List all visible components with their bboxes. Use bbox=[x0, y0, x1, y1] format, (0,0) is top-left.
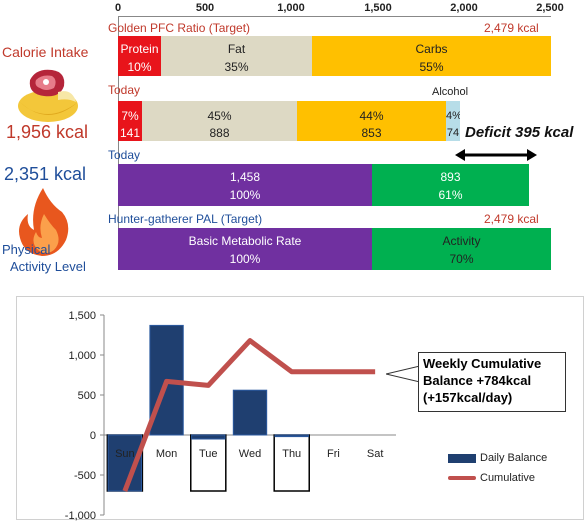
bar-label: Basic Metabolic Rate bbox=[188, 234, 302, 248]
legend-label: Cumulative bbox=[480, 472, 536, 484]
x-tick-label: 2,000 bbox=[450, 2, 478, 14]
bar-label: Protein bbox=[120, 42, 159, 56]
deficit-arrow bbox=[455, 149, 537, 161]
y-tick-label: 1,000 bbox=[68, 350, 96, 362]
y-tick-label: 500 bbox=[78, 390, 96, 402]
bar-label: Carbs bbox=[415, 42, 448, 56]
alcohol-annotation: Alcohol bbox=[432, 86, 469, 98]
bar-label: 45% bbox=[207, 109, 232, 123]
x-tick-label: Tue bbox=[199, 448, 218, 460]
bar-today-activity: 893 61% bbox=[372, 164, 529, 206]
legend-item-daily: Daily Balance bbox=[448, 448, 547, 468]
row-label-today-expenditure: Today bbox=[108, 148, 141, 162]
bar-label: 61% bbox=[438, 188, 463, 202]
bar-today-bmr: 1,458 100% bbox=[118, 164, 372, 206]
daily-balance-bar bbox=[274, 434, 309, 438]
legend-label: Daily Balance bbox=[480, 452, 548, 464]
y-tick-label: -1,000 bbox=[65, 510, 96, 522]
row-label-hunter-gatherer: Hunter-gatherer PAL (Target) bbox=[108, 212, 263, 226]
top-axis: 0 500 1,000 1,500 2,000 2,500 bbox=[0, 2, 587, 16]
y-tick-label: 1,500 bbox=[68, 310, 96, 322]
bar-golden-fat: Fat 35% bbox=[161, 36, 312, 76]
legend-swatch-line bbox=[448, 476, 476, 480]
daily-balance-bar bbox=[191, 434, 226, 440]
row-label-golden-pfc: Golden PFC Ratio (Target) bbox=[108, 21, 251, 35]
flame-icon bbox=[19, 188, 69, 256]
bar-today-carbs: 44% 853 bbox=[297, 101, 446, 141]
bar-target-bmr: Basic Metabolic Rate 100% bbox=[118, 228, 372, 270]
bar-label: 100% bbox=[229, 252, 261, 266]
bar-label: 888 bbox=[209, 126, 230, 140]
callout-line: (+157kcal/day) bbox=[423, 390, 513, 405]
bar-today-protein: 7% 141 bbox=[118, 101, 142, 141]
bar-today-fat: 45% 888 bbox=[142, 101, 297, 141]
top-axis-baseline bbox=[118, 16, 119, 270]
bar-label: 35% bbox=[224, 60, 249, 74]
callout-line: Weekly Cumulative bbox=[423, 356, 542, 371]
bar-golden-carbs: Carbs 55% bbox=[312, 36, 551, 76]
calorie-intake-label: Calorie Intake bbox=[2, 44, 89, 60]
highlight-box-tue bbox=[190, 434, 227, 492]
bar-golden-protein: Protein 10% bbox=[118, 36, 161, 76]
x-tick-label: Fri bbox=[327, 448, 340, 460]
x-tick-label: Wed bbox=[239, 448, 261, 460]
expenditure-value: 2,351 kcal bbox=[4, 164, 87, 184]
pal-label-line2: Activity Level bbox=[10, 259, 86, 274]
x-tick-label: 1,500 bbox=[364, 2, 392, 14]
bar-label: Fat bbox=[227, 42, 246, 56]
bar-label: 70% bbox=[449, 252, 474, 266]
bar-label: 141 bbox=[119, 126, 141, 140]
x-tick-label: Thu bbox=[282, 448, 301, 460]
legend: Daily Balance Cumulative bbox=[448, 448, 547, 488]
bar-label: 853 bbox=[361, 126, 382, 140]
row-label-today-intake: Today bbox=[108, 83, 141, 97]
daily-balance-bar bbox=[232, 389, 268, 436]
food-icon bbox=[18, 69, 78, 122]
bar-label: 44% bbox=[359, 109, 384, 123]
bar-today-alcohol: 4% 74 bbox=[446, 101, 460, 141]
bar-target-activity: Activity 70% bbox=[372, 228, 551, 270]
deficit-label: Deficit 395 kcal bbox=[465, 124, 574, 141]
x-tick-label: 2,500 bbox=[536, 2, 564, 14]
x-tick-label: Sat bbox=[367, 448, 384, 460]
bar-label: 893 bbox=[440, 170, 461, 184]
callout-line: Balance +784kcal bbox=[423, 373, 532, 388]
row-total-hunter-gatherer: 2,479 kcal bbox=[484, 212, 539, 226]
callout-pointer bbox=[386, 365, 420, 383]
y-tick-label: -500 bbox=[74, 470, 96, 482]
bar-label: Activity bbox=[442, 234, 481, 248]
bar-label: 1,458 bbox=[229, 170, 261, 184]
x-tick-label: 1,000 bbox=[277, 2, 305, 14]
bar-label: 74 bbox=[446, 127, 460, 139]
bar-label: 7% bbox=[121, 109, 139, 123]
cumulative-line bbox=[122, 338, 376, 492]
bar-label: 10% bbox=[127, 60, 152, 74]
y-tick-label: 0 bbox=[90, 430, 96, 442]
weekly-callout: Weekly Cumulative Balance +784kcal (+157… bbox=[418, 352, 566, 412]
calorie-intake-value: 1,956 kcal bbox=[6, 122, 89, 142]
x-tick-label: Mon bbox=[156, 448, 177, 460]
bar-label: 55% bbox=[419, 60, 444, 74]
highlight-box-thu bbox=[273, 434, 310, 492]
bar-label: 4% bbox=[446, 110, 460, 122]
row-total-golden-pfc: 2,479 kcal bbox=[484, 21, 539, 35]
top-axis-line bbox=[118, 16, 551, 17]
legend-swatch-bar bbox=[448, 453, 476, 463]
bar-label: 100% bbox=[229, 188, 261, 202]
pal-label-line1: Physical bbox=[2, 242, 51, 257]
legend-item-cumulative: Cumulative bbox=[448, 468, 547, 488]
x-tick-label: 500 bbox=[195, 2, 215, 14]
x-tick-label: 0 bbox=[114, 2, 122, 14]
x-tick-label: Sun bbox=[115, 448, 135, 460]
